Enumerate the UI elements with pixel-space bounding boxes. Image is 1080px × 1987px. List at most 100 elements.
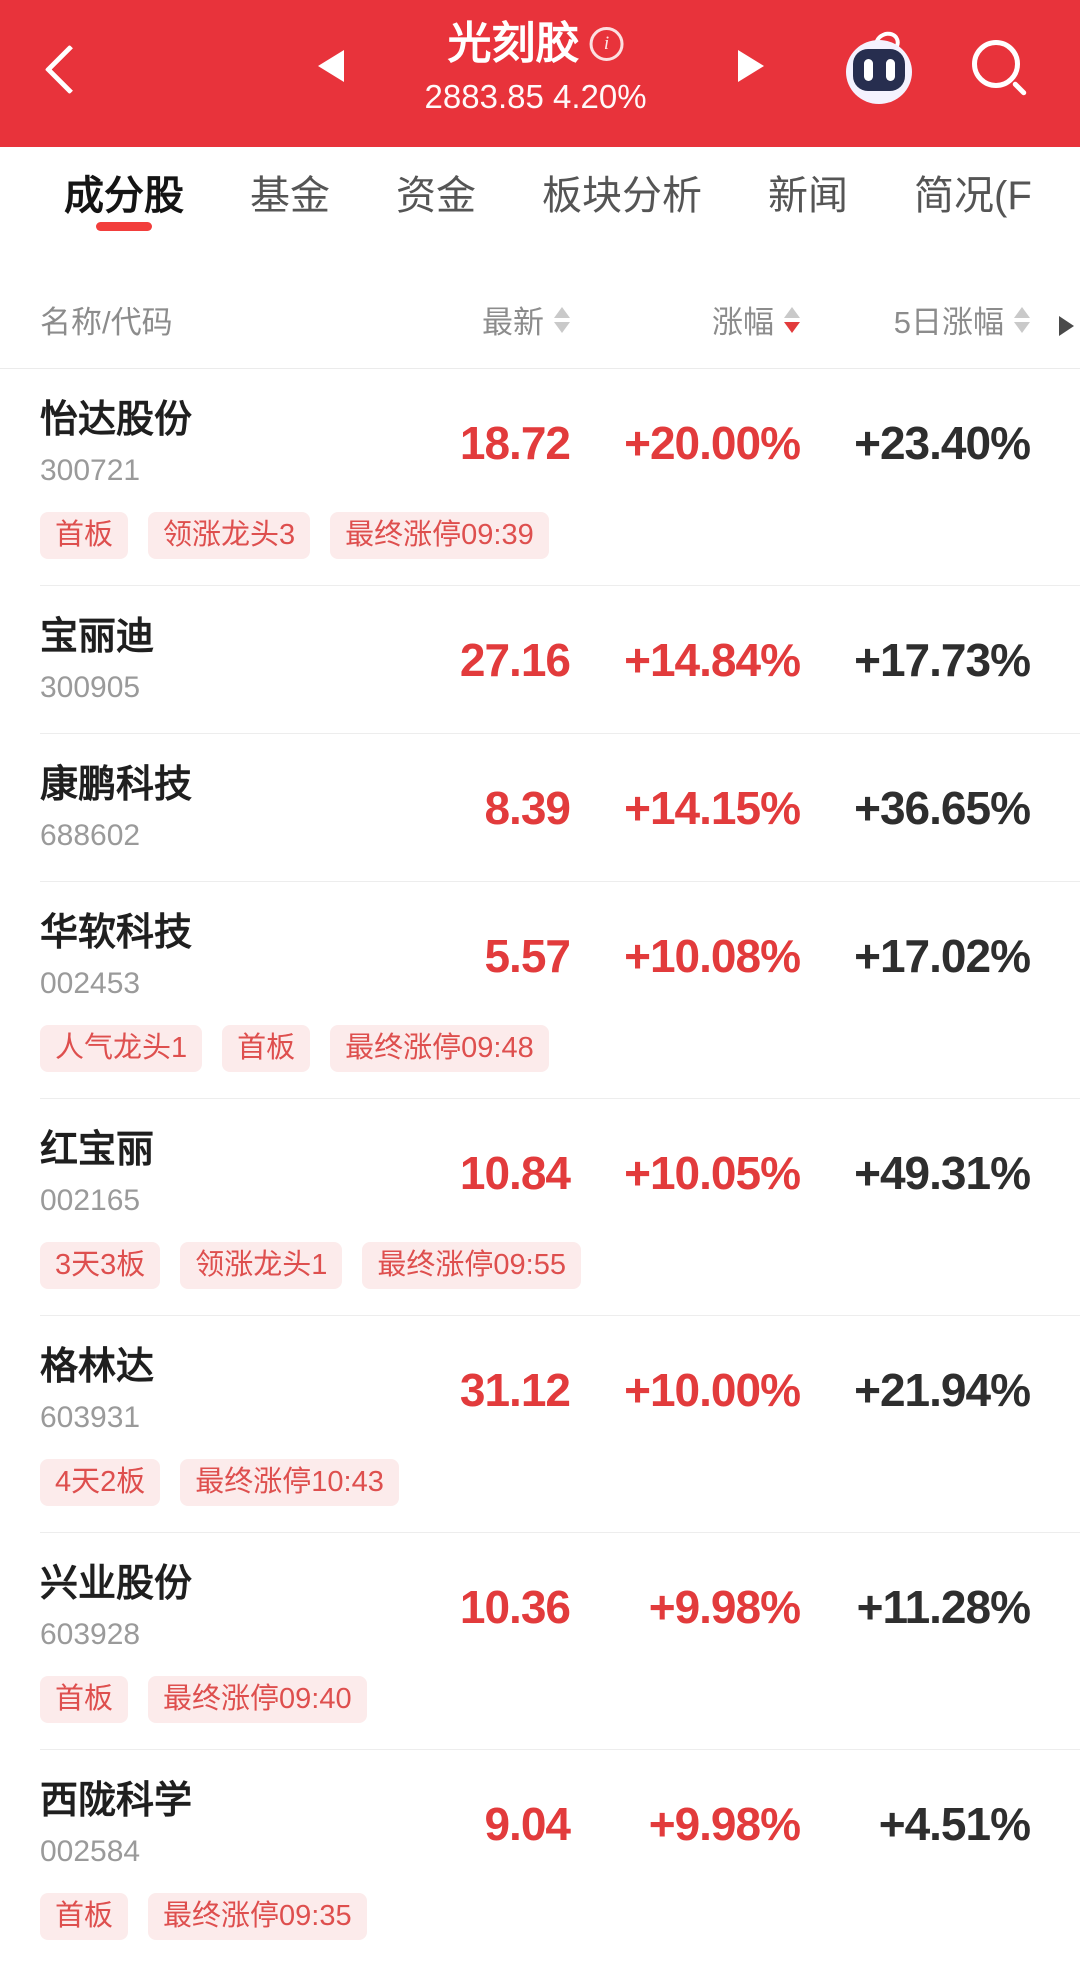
name-block: 康鹏科技 688602 xyxy=(40,761,370,855)
tag-list: 3天3板 领涨龙头1 最终涨停09:55 xyxy=(40,1242,1080,1289)
five-day-change-value: +49.31% xyxy=(854,1147,1031,1199)
stock-row-main: 怡达股份 300721 18.72 +20.00% +23.40% xyxy=(0,369,1080,490)
col-name-code: 名称/代码 xyxy=(40,305,173,340)
sort-asc-icon xyxy=(554,306,570,318)
stock-tag: 首板 xyxy=(222,1025,311,1072)
stock-tag: 领涨龙头1 xyxy=(180,1242,343,1289)
search-circle xyxy=(972,40,1020,88)
name-block: 怡达股份 300721 xyxy=(40,396,370,490)
tab-sector-analysis[interactable]: 板块分析 xyxy=(542,147,702,237)
tab-label: 基金 xyxy=(250,174,330,218)
tab-profile[interactable]: 简况(F xyxy=(914,147,1032,237)
table-header: 名称/代码 最新 涨幅 5日涨幅 xyxy=(0,237,1080,369)
tag-list: 首板 最终涨停09:40 xyxy=(40,1676,1080,1723)
stock-name: 康鹏科技 xyxy=(40,764,193,806)
stock-tag: 领涨龙头3 xyxy=(148,512,311,559)
price-value: 9.04 xyxy=(484,1798,571,1850)
change-value: +14.84% xyxy=(624,634,801,686)
stock-row[interactable]: 红宝丽 002165 10.84 +10.05% +49.31% 3天3板 领涨龙… xyxy=(0,1099,1080,1316)
col-5day-change[interactable]: 5日涨幅 xyxy=(800,297,1030,368)
robot-face xyxy=(853,49,905,91)
stock-tag: 4天2板 xyxy=(40,1459,161,1506)
page-title: 光刻胶 xyxy=(447,19,580,68)
app-header: 光刻胶 i 2883.85 4.20% xyxy=(0,0,1080,147)
stock-tag: 人气龙头1 xyxy=(40,1025,203,1072)
col-change-label: 涨幅 xyxy=(712,305,774,340)
stock-name: 兴业股份 xyxy=(40,1563,193,1605)
stock-row-main: 格林达 603931 31.12 +10.00% +21.94% xyxy=(0,1316,1080,1437)
price-value: 8.39 xyxy=(484,782,571,834)
robot-head xyxy=(846,40,912,104)
assistant-robot-icon[interactable] xyxy=(846,27,916,104)
tab-bar: 成分股 基金 资金 板块分析 新闻 简况(F xyxy=(0,147,1080,237)
stock-row-main: 兴业股份 603928 10.36 +9.98% +11.28% xyxy=(0,1533,1080,1654)
sort-desc-icon xyxy=(554,321,570,333)
tag-list: 首板 最终涨停09:35 xyxy=(40,1893,1080,1940)
change-value: +10.00% xyxy=(624,1364,801,1416)
price-value: 10.84 xyxy=(459,1147,571,1199)
stock-row-main: 红宝丽 002165 10.84 +10.05% +49.31% xyxy=(0,1099,1080,1220)
back-icon[interactable] xyxy=(44,44,95,95)
search-icon[interactable] xyxy=(970,40,1030,100)
five-day-change-value: +23.40% xyxy=(854,417,1031,469)
stock-list: 怡达股份 300721 18.72 +20.00% +23.40% 首板 领涨龙头… xyxy=(0,369,1080,1967)
tab-label: 板块分析 xyxy=(542,174,702,218)
tab-capital[interactable]: 资金 xyxy=(396,147,476,237)
robot-eye xyxy=(885,59,895,81)
tab-label: 简况(F xyxy=(914,174,1032,218)
sort-asc-icon xyxy=(1014,306,1030,318)
stock-name: 格林达 xyxy=(40,1346,155,1388)
tag-list: 首板 领涨龙头3 最终涨停09:39 xyxy=(40,512,1080,559)
price-value: 31.12 xyxy=(459,1364,571,1416)
tab-label: 资金 xyxy=(396,174,476,218)
stock-name: 红宝丽 xyxy=(40,1129,155,1171)
stock-row[interactable]: 格林达 603931 31.12 +10.00% +21.94% 4天2板 最终涨… xyxy=(0,1316,1080,1533)
tab-label: 成分股 xyxy=(64,174,184,218)
col-change[interactable]: 涨幅 xyxy=(570,297,800,368)
five-day-change-value: +11.28% xyxy=(856,1581,1031,1633)
next-sector-icon[interactable] xyxy=(738,50,764,82)
five-day-change-value: +36.65% xyxy=(854,782,1031,834)
more-columns-icon[interactable] xyxy=(1059,316,1074,336)
sort-desc-icon xyxy=(1014,321,1030,333)
sort-icon xyxy=(1014,306,1030,333)
stock-code: 603931 xyxy=(40,1401,141,1434)
stock-tag: 首板 xyxy=(40,1676,129,1723)
five-day-change-value: +4.51% xyxy=(878,1798,1031,1850)
change-value: +10.08% xyxy=(624,930,801,982)
tag-list: 人气龙头1 首板 最终涨停09:48 xyxy=(40,1025,1080,1072)
prev-sector-icon[interactable] xyxy=(318,50,344,82)
robot-eye xyxy=(863,59,873,81)
name-block: 华软科技 002453 xyxy=(40,909,370,1003)
stock-tag: 首板 xyxy=(40,512,129,559)
sort-icon xyxy=(784,306,800,333)
sort-desc-icon-active xyxy=(784,321,800,333)
tab-constituents[interactable]: 成分股 xyxy=(64,147,184,237)
stock-row[interactable]: 华软科技 002453 5.57 +10.08% +17.02% 人气龙头1 首板… xyxy=(0,882,1080,1099)
change-value: +20.00% xyxy=(624,417,801,469)
tab-news[interactable]: 新闻 xyxy=(768,147,848,237)
stock-row[interactable]: 西陇科学 002584 9.04 +9.98% +4.51% 首板 最终涨停09:… xyxy=(0,1750,1080,1967)
stock-row[interactable]: 怡达股份 300721 18.72 +20.00% +23.40% 首板 领涨龙头… xyxy=(0,369,1080,586)
stock-code: 002453 xyxy=(40,967,141,1000)
change-value: +14.15% xyxy=(624,782,801,834)
name-block: 格林达 603931 xyxy=(40,1343,370,1437)
stock-row-main: 康鹏科技 688602 8.39 +14.15% +36.65% xyxy=(0,734,1080,855)
info-icon[interactable]: i xyxy=(589,27,624,61)
tab-label: 新闻 xyxy=(768,174,848,218)
stock-row[interactable]: 康鹏科技 688602 8.39 +14.15% +36.65% xyxy=(0,734,1080,882)
stock-tag: 首板 xyxy=(40,1893,129,1940)
price-value: 18.72 xyxy=(459,417,571,469)
five-day-change-value: +17.02% xyxy=(854,930,1031,982)
stock-code: 002165 xyxy=(40,1184,141,1217)
stock-tag: 最终涨停09:35 xyxy=(148,1893,367,1940)
stock-row[interactable]: 兴业股份 603928 10.36 +9.98% +11.28% 首板 最终涨停0… xyxy=(0,1533,1080,1750)
search-handle xyxy=(1011,80,1028,97)
col-latest[interactable]: 最新 xyxy=(370,297,570,368)
stock-code: 603928 xyxy=(40,1618,141,1651)
stock-name: 怡达股份 xyxy=(40,399,193,441)
tab-funds[interactable]: 基金 xyxy=(250,147,330,237)
name-block: 西陇科学 002584 xyxy=(40,1777,370,1871)
stock-row[interactable]: 宝丽迪 300905 27.16 +14.84% +17.73% xyxy=(0,586,1080,734)
price-value: 10.36 xyxy=(459,1581,571,1633)
